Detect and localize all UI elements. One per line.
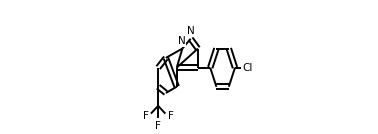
Text: F: F (168, 111, 174, 121)
Text: N: N (178, 36, 186, 46)
Text: F: F (155, 121, 161, 131)
Text: Cl: Cl (242, 63, 253, 73)
Text: F: F (143, 111, 149, 121)
Text: N: N (187, 26, 195, 36)
